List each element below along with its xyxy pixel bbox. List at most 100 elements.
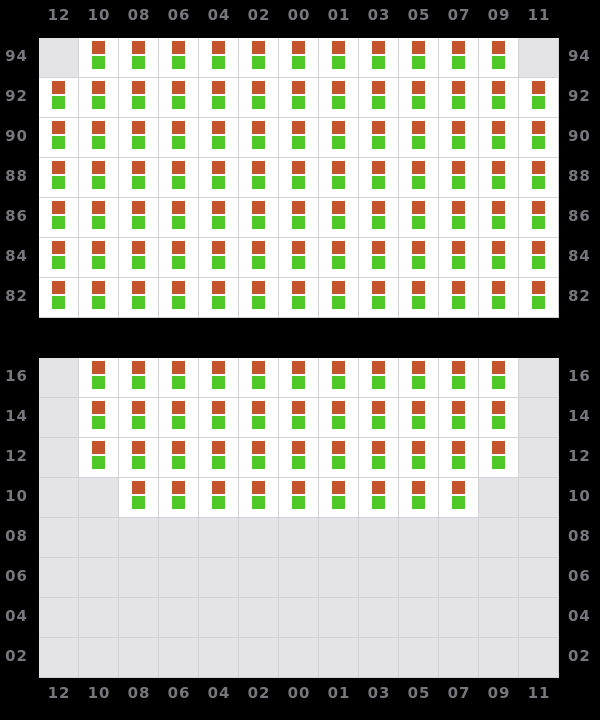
slot-cell-occupied[interactable] [439,158,479,198]
slot-cell-occupied[interactable] [239,278,279,318]
slot-cell-occupied[interactable] [199,118,239,158]
slot-cell-occupied[interactable] [119,238,159,278]
slot-cell-occupied[interactable] [479,158,519,198]
slot-cell-occupied[interactable] [519,278,559,318]
slot-cell-occupied[interactable] [159,158,199,198]
slot-cell-occupied[interactable] [519,78,559,118]
slot-cell-occupied[interactable] [119,478,159,518]
slot-cell-occupied[interactable] [279,38,319,78]
slot-cell-occupied[interactable] [319,278,359,318]
slot-cell-occupied[interactable] [79,158,119,198]
slot-cell-occupied[interactable] [319,118,359,158]
slot-cell-occupied[interactable] [79,358,119,398]
slot-cell-occupied[interactable] [159,358,199,398]
slot-cell-occupied[interactable] [239,358,279,398]
slot-cell-occupied[interactable] [239,398,279,438]
slot-cell-occupied[interactable] [359,158,399,198]
slot-cell-occupied[interactable] [239,438,279,478]
slot-cell-occupied[interactable] [159,438,199,478]
slot-cell-occupied[interactable] [279,118,319,158]
slot-cell-occupied[interactable] [199,398,239,438]
slot-cell-occupied[interactable] [159,198,199,238]
slot-cell-occupied[interactable] [79,78,119,118]
slot-cell-occupied[interactable] [279,158,319,198]
slot-cell-occupied[interactable] [39,158,79,198]
slot-cell-occupied[interactable] [319,158,359,198]
slot-cell-occupied[interactable] [479,78,519,118]
slot-cell-occupied[interactable] [119,438,159,478]
slot-cell-occupied[interactable] [319,238,359,278]
slot-cell-occupied[interactable] [359,438,399,478]
slot-cell-occupied[interactable] [39,198,79,238]
slot-cell-occupied[interactable] [439,478,479,518]
slot-cell-occupied[interactable] [199,278,239,318]
slot-cell-occupied[interactable] [239,118,279,158]
slot-cell-occupied[interactable] [439,278,479,318]
slot-cell-occupied[interactable] [39,238,79,278]
slot-cell-occupied[interactable] [359,198,399,238]
slot-cell-occupied[interactable] [519,238,559,278]
slot-cell-occupied[interactable] [199,358,239,398]
slot-cell-occupied[interactable] [79,438,119,478]
slot-cell-occupied[interactable] [39,118,79,158]
slot-cell-occupied[interactable] [279,278,319,318]
slot-cell-occupied[interactable] [199,78,239,118]
slot-cell-occupied[interactable] [79,398,119,438]
slot-cell-occupied[interactable] [199,478,239,518]
slot-cell-occupied[interactable] [399,158,439,198]
slot-cell-occupied[interactable] [439,118,479,158]
slot-cell-occupied[interactable] [319,78,359,118]
slot-cell-occupied[interactable] [319,438,359,478]
slot-cell-occupied[interactable] [239,478,279,518]
slot-cell-occupied[interactable] [159,78,199,118]
slot-cell-occupied[interactable] [159,38,199,78]
slot-cell-occupied[interactable] [319,358,359,398]
slot-cell-occupied[interactable] [39,78,79,118]
slot-cell-occupied[interactable] [519,198,559,238]
slot-cell-occupied[interactable] [439,198,479,238]
slot-cell-occupied[interactable] [479,398,519,438]
slot-cell-occupied[interactable] [359,278,399,318]
slot-cell-occupied[interactable] [439,38,479,78]
slot-cell-occupied[interactable] [359,78,399,118]
slot-cell-occupied[interactable] [279,438,319,478]
slot-cell-occupied[interactable] [319,398,359,438]
slot-cell-occupied[interactable] [439,438,479,478]
slot-cell-occupied[interactable] [359,358,399,398]
slot-cell-occupied[interactable] [159,118,199,158]
slot-cell-occupied[interactable] [479,438,519,478]
slot-cell-occupied[interactable] [79,278,119,318]
slot-cell-occupied[interactable] [319,38,359,78]
slot-cell-occupied[interactable] [119,398,159,438]
slot-cell-occupied[interactable] [439,78,479,118]
slot-cell-occupied[interactable] [279,238,319,278]
slot-cell-occupied[interactable] [359,38,399,78]
slot-cell-occupied[interactable] [239,158,279,198]
slot-cell-occupied[interactable] [399,438,439,478]
slot-cell-occupied[interactable] [159,238,199,278]
slot-cell-occupied[interactable] [119,198,159,238]
slot-cell-occupied[interactable] [359,398,399,438]
slot-cell-occupied[interactable] [159,478,199,518]
slot-cell-occupied[interactable] [479,358,519,398]
slot-cell-occupied[interactable] [199,438,239,478]
slot-cell-occupied[interactable] [399,78,439,118]
slot-cell-occupied[interactable] [399,278,439,318]
slot-cell-occupied[interactable] [439,238,479,278]
slot-cell-occupied[interactable] [279,478,319,518]
slot-cell-occupied[interactable] [439,358,479,398]
slot-cell-occupied[interactable] [79,238,119,278]
slot-cell-occupied[interactable] [239,78,279,118]
slot-cell-occupied[interactable] [199,38,239,78]
slot-cell-occupied[interactable] [119,78,159,118]
slot-cell-occupied[interactable] [279,358,319,398]
slot-cell-occupied[interactable] [239,38,279,78]
slot-cell-occupied[interactable] [119,278,159,318]
slot-cell-occupied[interactable] [199,198,239,238]
slot-cell-occupied[interactable] [39,278,79,318]
slot-cell-occupied[interactable] [79,198,119,238]
slot-cell-occupied[interactable] [319,198,359,238]
slot-cell-occupied[interactable] [119,358,159,398]
slot-cell-occupied[interactable] [279,198,319,238]
slot-cell-occupied[interactable] [479,118,519,158]
